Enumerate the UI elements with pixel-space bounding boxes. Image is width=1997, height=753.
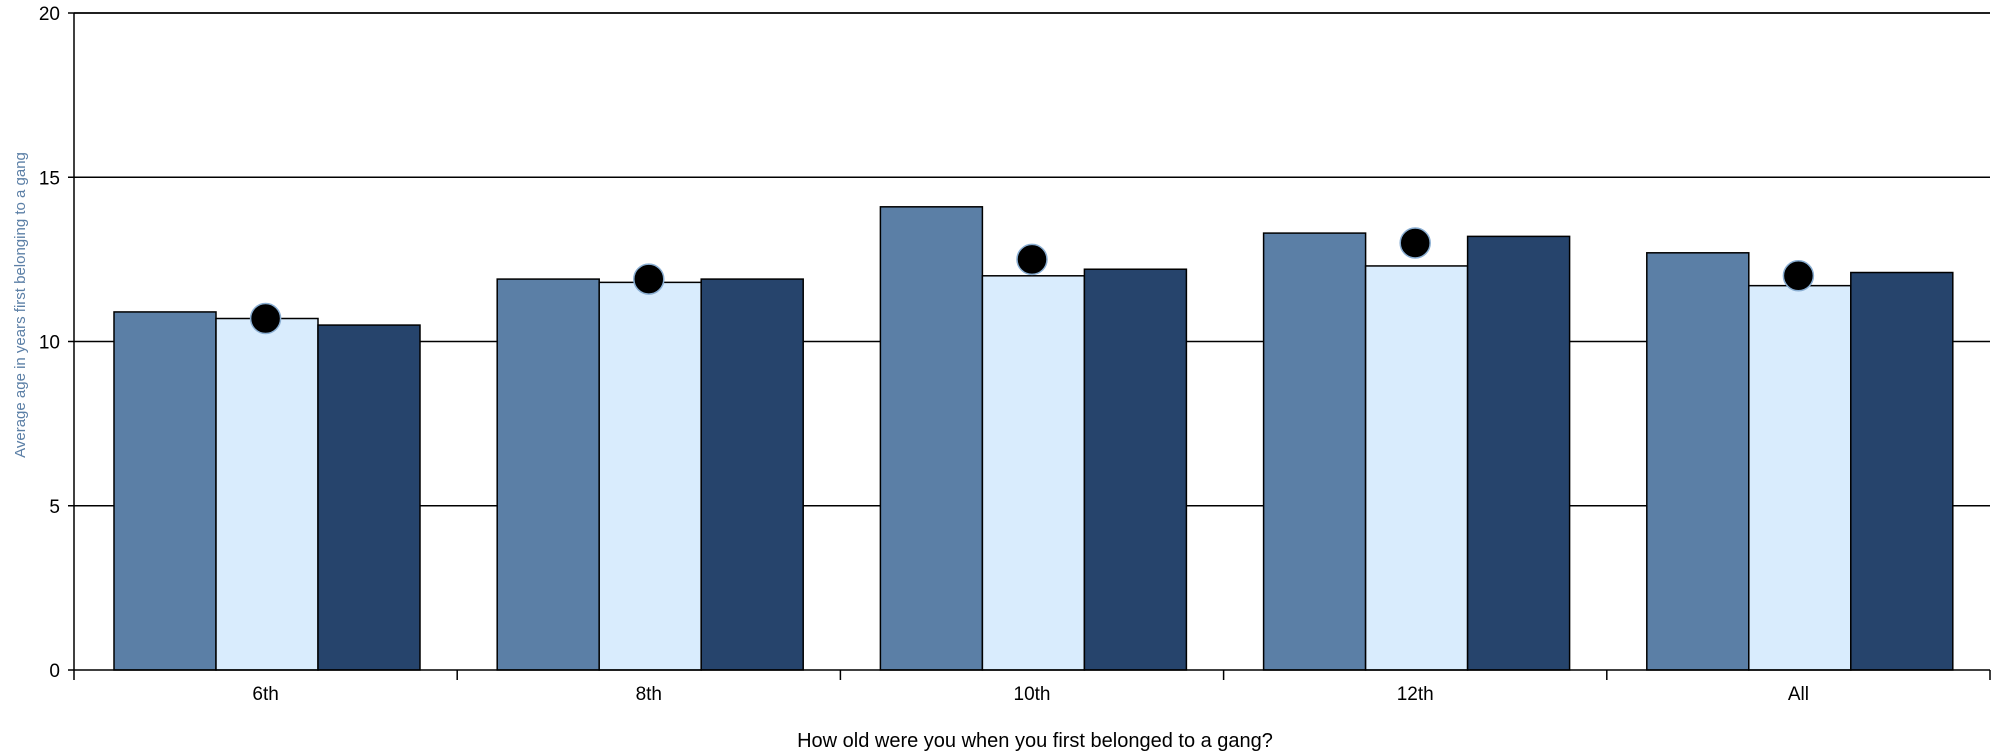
x-tick-label: 6th bbox=[252, 684, 278, 705]
y-tick-labels: 0 5 10 15 20 bbox=[39, 4, 60, 682]
y-tick-label: 5 bbox=[49, 497, 60, 518]
bar-12th-series-1 bbox=[1262, 232, 1367, 671]
bar-10th-series-2 bbox=[981, 275, 1086, 671]
bar-6th-series-1 bbox=[113, 311, 217, 671]
x-tick-labels: 6th 8th 10th 12th All bbox=[252, 684, 1809, 705]
x-tick-label: 12th bbox=[1397, 684, 1434, 705]
x-tick-label: 8th bbox=[636, 684, 662, 705]
bar-8th-series-2 bbox=[598, 281, 702, 671]
marker-All bbox=[1782, 260, 1815, 292]
y-tick-label: 15 bbox=[39, 168, 60, 189]
bar-12th-series-3 bbox=[1466, 235, 1571, 671]
bars bbox=[113, 206, 1954, 671]
bar-12th-series-2 bbox=[1364, 265, 1469, 671]
bar-8th-series-1 bbox=[496, 278, 600, 671]
y-tick-label: 0 bbox=[49, 661, 60, 682]
markers bbox=[249, 227, 1815, 335]
x-tick-label: 10th bbox=[1014, 684, 1051, 705]
y-tick-label: 20 bbox=[39, 4, 60, 25]
bar-All-series-2 bbox=[1748, 284, 1852, 671]
bar-All-series-1 bbox=[1646, 252, 1750, 671]
marker-10th bbox=[1016, 243, 1048, 276]
marker-12th bbox=[1399, 227, 1431, 259]
bar-All-series-3 bbox=[1850, 271, 1954, 671]
marker-8th bbox=[633, 263, 665, 295]
axes bbox=[68, 12, 1991, 680]
bar-10th-series-3 bbox=[1083, 268, 1188, 671]
bar-8th-series-3 bbox=[700, 278, 804, 671]
bar-6th-series-2 bbox=[215, 317, 319, 671]
x-axis-title: How old were you when you first belonged… bbox=[797, 730, 1273, 752]
x-tick-label: All bbox=[1788, 684, 1809, 705]
marker-6th bbox=[249, 302, 282, 335]
y-axis-title: Average age in years first belonging to … bbox=[12, 152, 29, 458]
bar-10th-series-1 bbox=[879, 206, 984, 671]
bar-6th-series-3 bbox=[317, 324, 421, 671]
y-tick-label: 10 bbox=[39, 333, 60, 354]
